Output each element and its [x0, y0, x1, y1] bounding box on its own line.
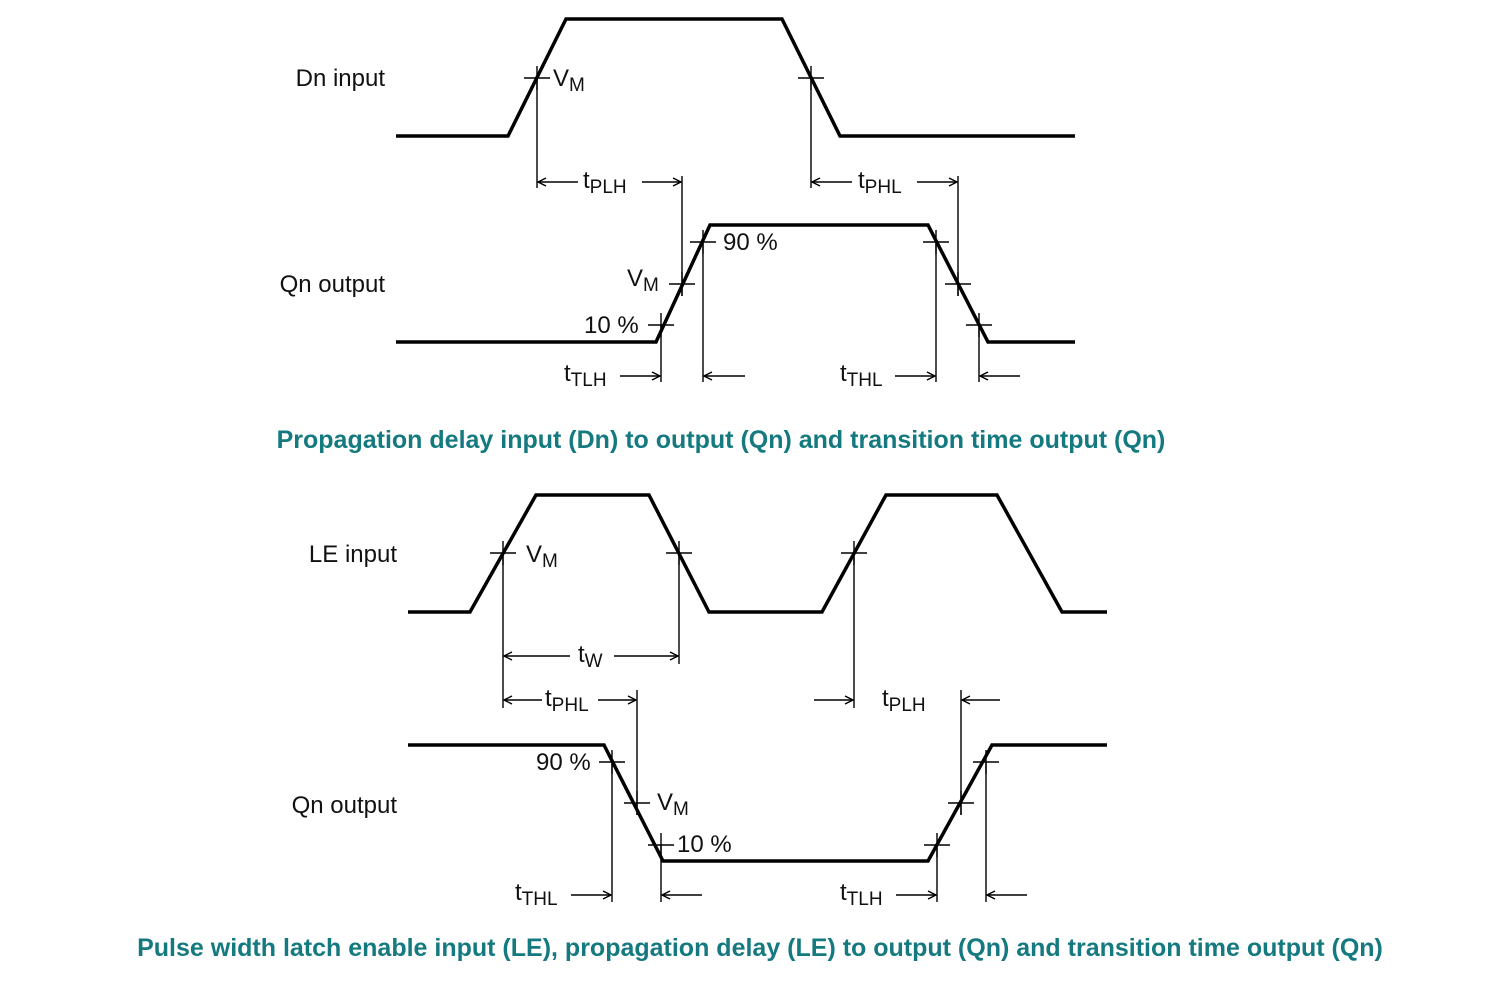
tphl-label-2: tPHL [545, 685, 589, 716]
vm-label-le: VM [526, 541, 558, 572]
qn-output-waveform [396, 223, 1075, 344]
ninety-percent-label-2: 90 % [536, 749, 591, 776]
dimension-arrows [536, 177, 1020, 381]
diagram-propagation-delay: Dn input Qn output [277, 17, 1166, 454]
ten-percent-label: 10 % [584, 312, 639, 339]
dn-input-label: Dn input [296, 65, 386, 92]
diagram-pulse-width: LE input Qn output [137, 493, 1383, 962]
tthl-label: tTHL [840, 360, 883, 391]
dn-input-waveform [396, 17, 1075, 138]
dimension-arrows-2 [502, 651, 1027, 900]
crossing-ticks [524, 66, 992, 337]
ttlh-label: tTLH [564, 360, 607, 391]
ninety-percent-label: 90 % [723, 229, 778, 256]
tplh-label: tPLH [583, 167, 627, 198]
reference-lines [536, 78, 980, 382]
qn-output-waveform-2 [408, 743, 1107, 863]
vm-label-qn: VM [627, 265, 659, 296]
vm-label-qn-2: VM [657, 789, 689, 820]
qn-output-label-2: Qn output [292, 792, 398, 819]
qn-output-label: Qn output [280, 271, 386, 298]
ttlh-label-2: tTLH [840, 879, 883, 910]
le-input-label: LE input [309, 541, 397, 568]
caption-pulse-width: Pulse width latch enable input (LE), pro… [137, 934, 1383, 962]
tphl-label: tPHL [858, 167, 902, 198]
caption-propagation-delay: Propagation delay input (Dn) to output (… [277, 426, 1166, 454]
vm-label-dn: VM [553, 65, 585, 96]
reference-lines-2 [502, 553, 987, 902]
tw-label: tW [578, 641, 603, 672]
tthl-label-2: tTHL [515, 879, 558, 910]
tplh-label-2: tPLH [882, 685, 926, 716]
ten-percent-label-2: 10 % [677, 831, 732, 858]
